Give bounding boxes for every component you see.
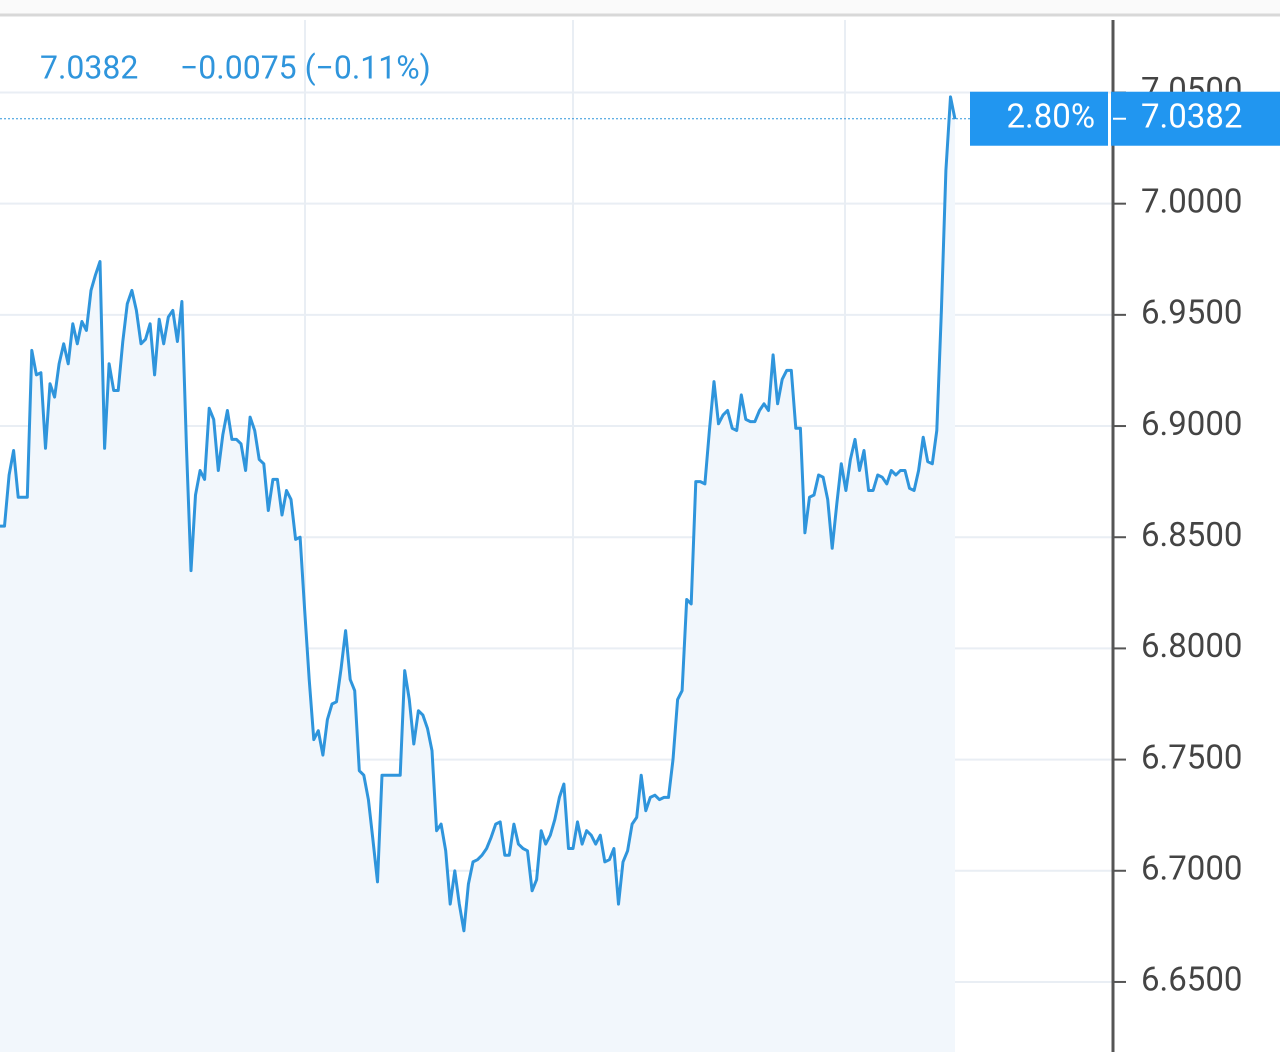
y-tick-label: 6.8500: [1141, 516, 1242, 555]
plot: [0, 95, 957, 1052]
y-tick-label: 6.6500: [1141, 961, 1242, 1000]
last-price-label: 7.0382: [1141, 97, 1242, 136]
price-line: [0, 95, 957, 933]
y-axis: 6.6500 6.7000 6.7500 6.8000 6.8500 6.9000 6.95…: [1113, 71, 1242, 1000]
y-tick-label: 6.9000: [1141, 405, 1242, 444]
price-box: [1111, 91, 1280, 146]
y-tick-label: 6.9500: [1141, 294, 1242, 333]
percent-box: [970, 91, 1108, 146]
header-change: −0.0075 (−0.11%): [180, 48, 431, 86]
y-tick-label: 6.7000: [1141, 849, 1242, 888]
y-tick-label: 6.8000: [1141, 627, 1242, 666]
top-bar: [0, 0, 1280, 14]
header-price: 7.0382: [40, 48, 138, 86]
percent-label: 2.80%: [1006, 97, 1095, 136]
price-labels: 2.80% 7.0382: [0, 91, 1280, 146]
y-tick-label: 7.0000: [1141, 182, 1242, 221]
y-tick-label: 6.7500: [1141, 738, 1242, 777]
area: [0, 96, 955, 1052]
